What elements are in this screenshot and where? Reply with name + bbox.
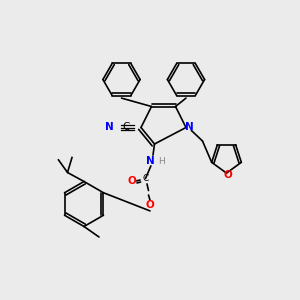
Text: N: N [184, 122, 194, 133]
Text: O: O [224, 169, 232, 180]
Text: N: N [105, 122, 114, 133]
Text: O: O [146, 200, 154, 211]
Text: N: N [146, 155, 154, 166]
Text: H: H [158, 157, 164, 166]
Text: C: C [142, 174, 148, 183]
Text: O: O [127, 176, 136, 187]
Text: C: C [122, 122, 130, 133]
